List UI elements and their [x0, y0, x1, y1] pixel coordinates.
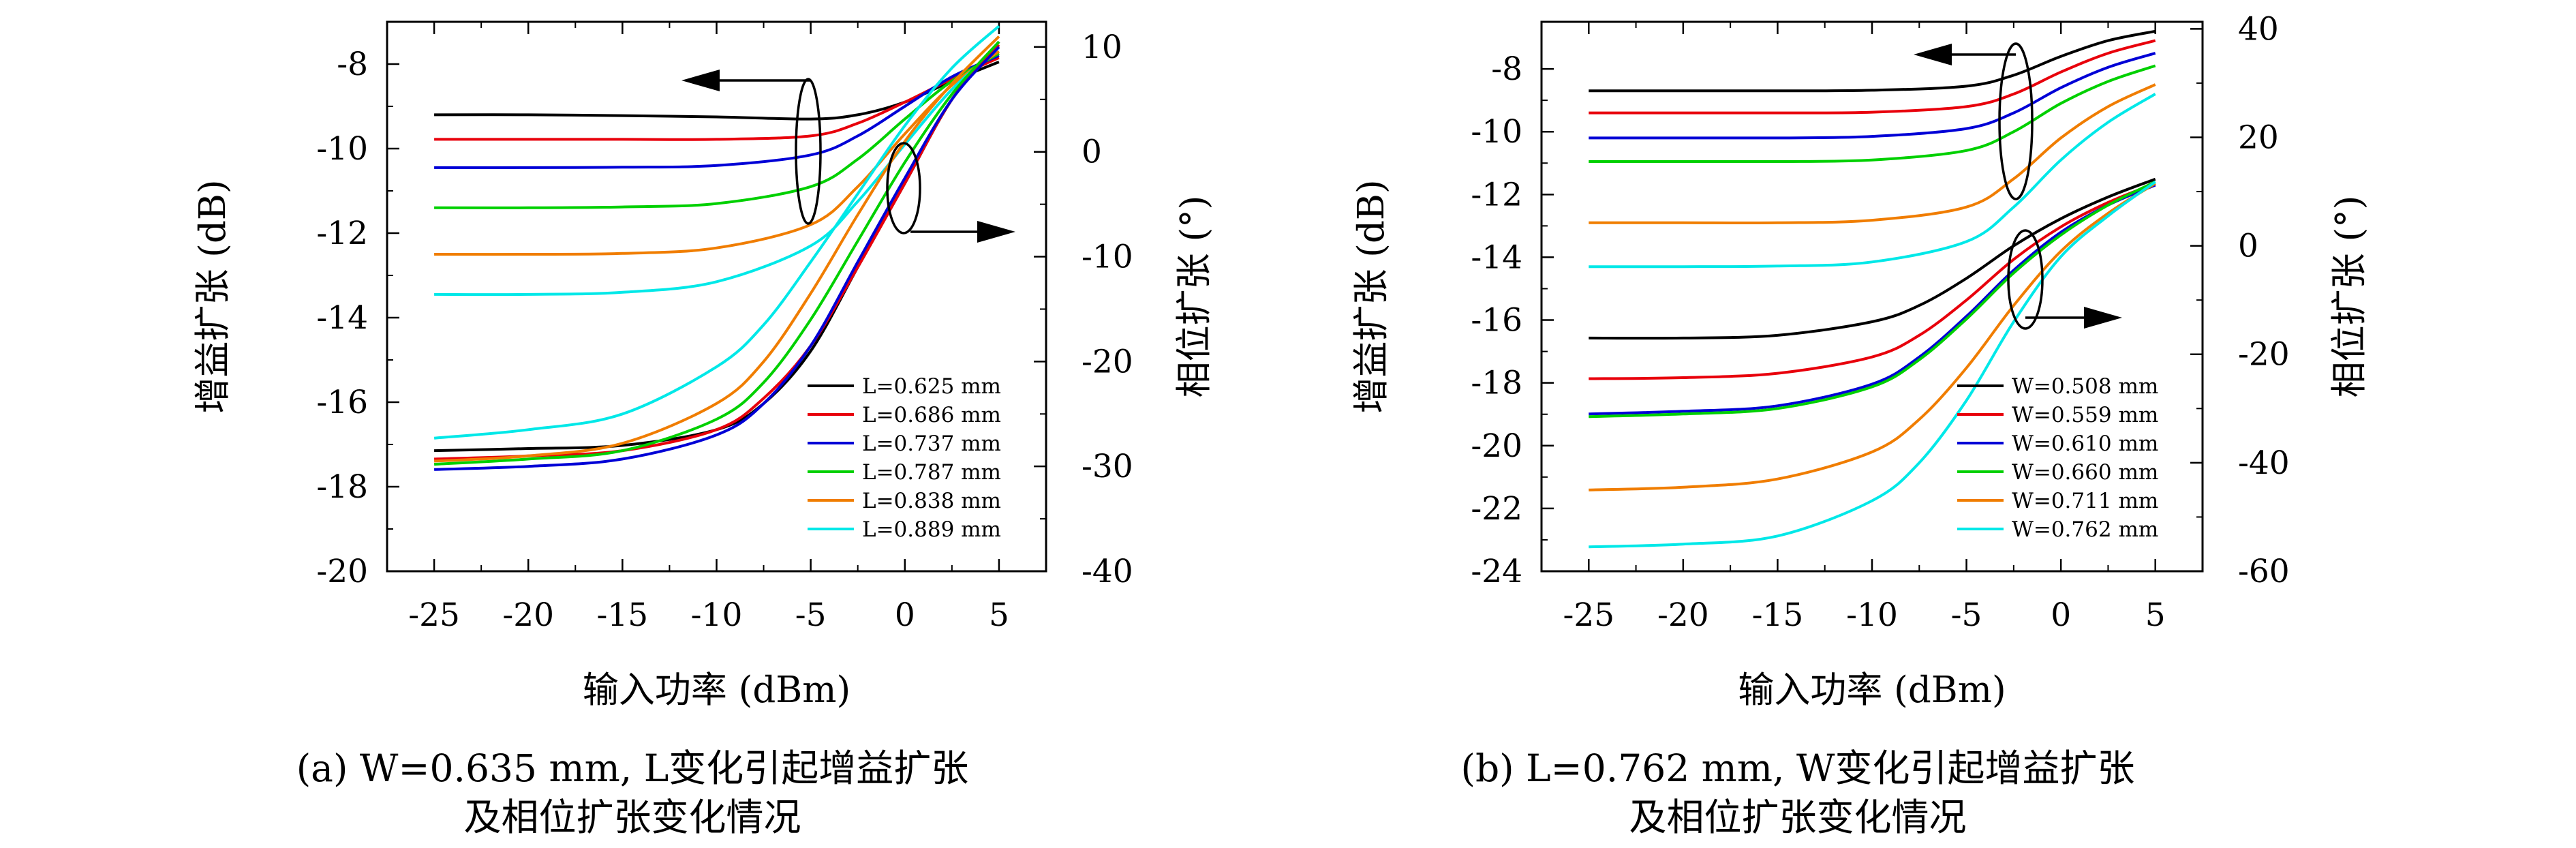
phase-series-line — [1589, 181, 2156, 549]
y-tick-label: -12 — [316, 215, 368, 252]
y2-tick-label: -10 — [1082, 239, 1133, 276]
phase-group-ellipse — [2007, 229, 2044, 330]
y-tick-label: -14 — [316, 299, 368, 337]
gain-series-line — [434, 46, 1000, 297]
y2-tick-label: -40 — [1082, 553, 1133, 590]
y2-tick-label: -20 — [1082, 343, 1133, 380]
y-tick-label: -12 — [1471, 176, 1522, 213]
left-arrow-icon — [681, 70, 720, 91]
y-axis-title: 增益扩张 (dB) — [192, 179, 234, 413]
gain-series-line — [1589, 39, 2156, 115]
legend-label: L=0.787 mm — [862, 460, 1001, 485]
panel-a-caption-line2: 及相位扩张变化情况 — [463, 796, 801, 839]
x-tick-label: -20 — [1657, 596, 1709, 634]
y2-tick-label: -30 — [1082, 448, 1133, 485]
legend-label: W=0.660 mm — [2012, 460, 2158, 485]
legend-label: L=0.889 mm — [862, 517, 1001, 542]
panel-a-chart: -25 -20 -15 -10 -5 0 5 -8 -10 -12 -14 -16 -18 -20 10 0 -… — [192, 20, 1215, 711]
legend-label: L=0.737 mm — [862, 431, 1001, 456]
x-tick-label: -5 — [1951, 596, 1982, 634]
phase-series-line — [1589, 183, 2156, 416]
gain-series-line — [1589, 93, 2156, 269]
y-tick-label: -14 — [1471, 239, 1522, 276]
x-tick-label: -20 — [502, 596, 554, 634]
panel-b-chart: -25 -20 -15 -10 -5 0 5 -8 -10 -12 -14 -16 -18 -20 -22 -… — [1351, 10, 2370, 711]
x-axis-title: 输入功率 (dBm) — [583, 669, 850, 711]
y2-tick-label: 0 — [2238, 228, 2258, 265]
gain-series-line — [434, 52, 1000, 209]
y2-tick-label: -40 — [2238, 444, 2290, 482]
x-tick-label: -25 — [408, 596, 460, 634]
left-arrow-icon — [1914, 44, 1952, 65]
y-tick-label: -8 — [1491, 50, 1522, 88]
legend-label: W=0.711 mm — [2012, 489, 2158, 513]
legend-label: L=0.625 mm — [862, 374, 1001, 399]
panel-a-caption-line1: (a) W=0.635 mm, L变化引起增益扩张 — [296, 746, 969, 790]
y2-tick-label: 10 — [1082, 29, 1122, 66]
x-tick-label: -15 — [597, 596, 649, 634]
x-tick-label: -15 — [1752, 596, 1804, 634]
y-tick-label: -20 — [316, 553, 368, 590]
phase-series-line — [1589, 182, 2156, 380]
panel-b-caption-line1: (b) L=0.762 mm, W变化引起增益扩张 — [1461, 746, 2135, 790]
x-tick-label: -10 — [691, 596, 743, 634]
right-arrow-icon — [977, 221, 1015, 243]
x-tick-label: 5 — [989, 596, 1009, 634]
gain-series-line — [1589, 83, 2156, 225]
panel-b-caption-line2: 及相位扩张变化情况 — [1629, 796, 1966, 839]
phase-series-line — [433, 40, 1000, 466]
x-axis-title: 输入功率 (dBm) — [1738, 669, 2006, 711]
phase-series-line — [434, 46, 1000, 471]
y2-tick-label: 0 — [1082, 134, 1102, 171]
phase-series-line — [1589, 177, 2156, 340]
y-tick-label: -16 — [316, 384, 368, 421]
y2-tick-label: -20 — [2238, 336, 2290, 374]
y-tick-label: -10 — [1471, 113, 1522, 151]
legend-label: L=0.686 mm — [862, 403, 1001, 427]
right-arrow-icon — [2084, 307, 2122, 329]
phase-group-ellipse — [886, 142, 921, 234]
gain-group-ellipse — [795, 78, 822, 225]
y-tick-label: -10 — [316, 130, 368, 168]
phase-series-line — [433, 35, 1000, 463]
y2-axis-title: 相位扩张 (°) — [1174, 196, 1215, 398]
x-tick-label: 0 — [895, 596, 915, 634]
x-tick-label: -5 — [795, 596, 827, 634]
legend-label: W=0.559 mm — [2012, 403, 2158, 427]
x-tick-label: 0 — [2051, 596, 2071, 634]
y-tick-label: -16 — [1471, 302, 1522, 339]
y2-tick-label: -60 — [2238, 553, 2290, 590]
y-tick-label: -20 — [1471, 427, 1522, 465]
legend-label: W=0.610 mm — [2012, 431, 2158, 456]
phase-series-line — [433, 25, 1000, 440]
x-tick-label: -10 — [1846, 596, 1898, 634]
legend-label: W=0.508 mm — [2012, 374, 2158, 399]
y-tick-label: -18 — [316, 468, 368, 506]
y2-tick-label: 20 — [2238, 119, 2279, 156]
phase-series-line — [1589, 180, 2156, 419]
gain-series-line — [434, 54, 1000, 169]
gain-group-ellipse — [1998, 42, 2034, 200]
x-tick-label: 5 — [2145, 596, 2166, 634]
y2-tick-label: 40 — [2238, 10, 2279, 48]
phase-series-line — [1589, 182, 2156, 491]
gain-series-line — [1589, 64, 2156, 164]
gain-series-line — [434, 50, 1000, 256]
y-axis-title: 增益扩张 (dB) — [1351, 179, 1392, 413]
y-tick-label: -24 — [1471, 553, 1522, 590]
gain-series-line — [1589, 52, 2156, 140]
y2-axis-title: 相位扩张 (°) — [2329, 196, 2370, 398]
y-tick-label: -22 — [1471, 490, 1522, 528]
x-tick-label: -25 — [1563, 596, 1614, 634]
legend-label: W=0.762 mm — [2012, 517, 2158, 542]
y-tick-label: -18 — [1471, 365, 1522, 402]
y-tick-label: -8 — [337, 46, 368, 83]
phase-series-line — [434, 44, 1000, 461]
gain-series-line — [1589, 29, 2156, 93]
legend-label: L=0.838 mm — [862, 489, 1001, 513]
